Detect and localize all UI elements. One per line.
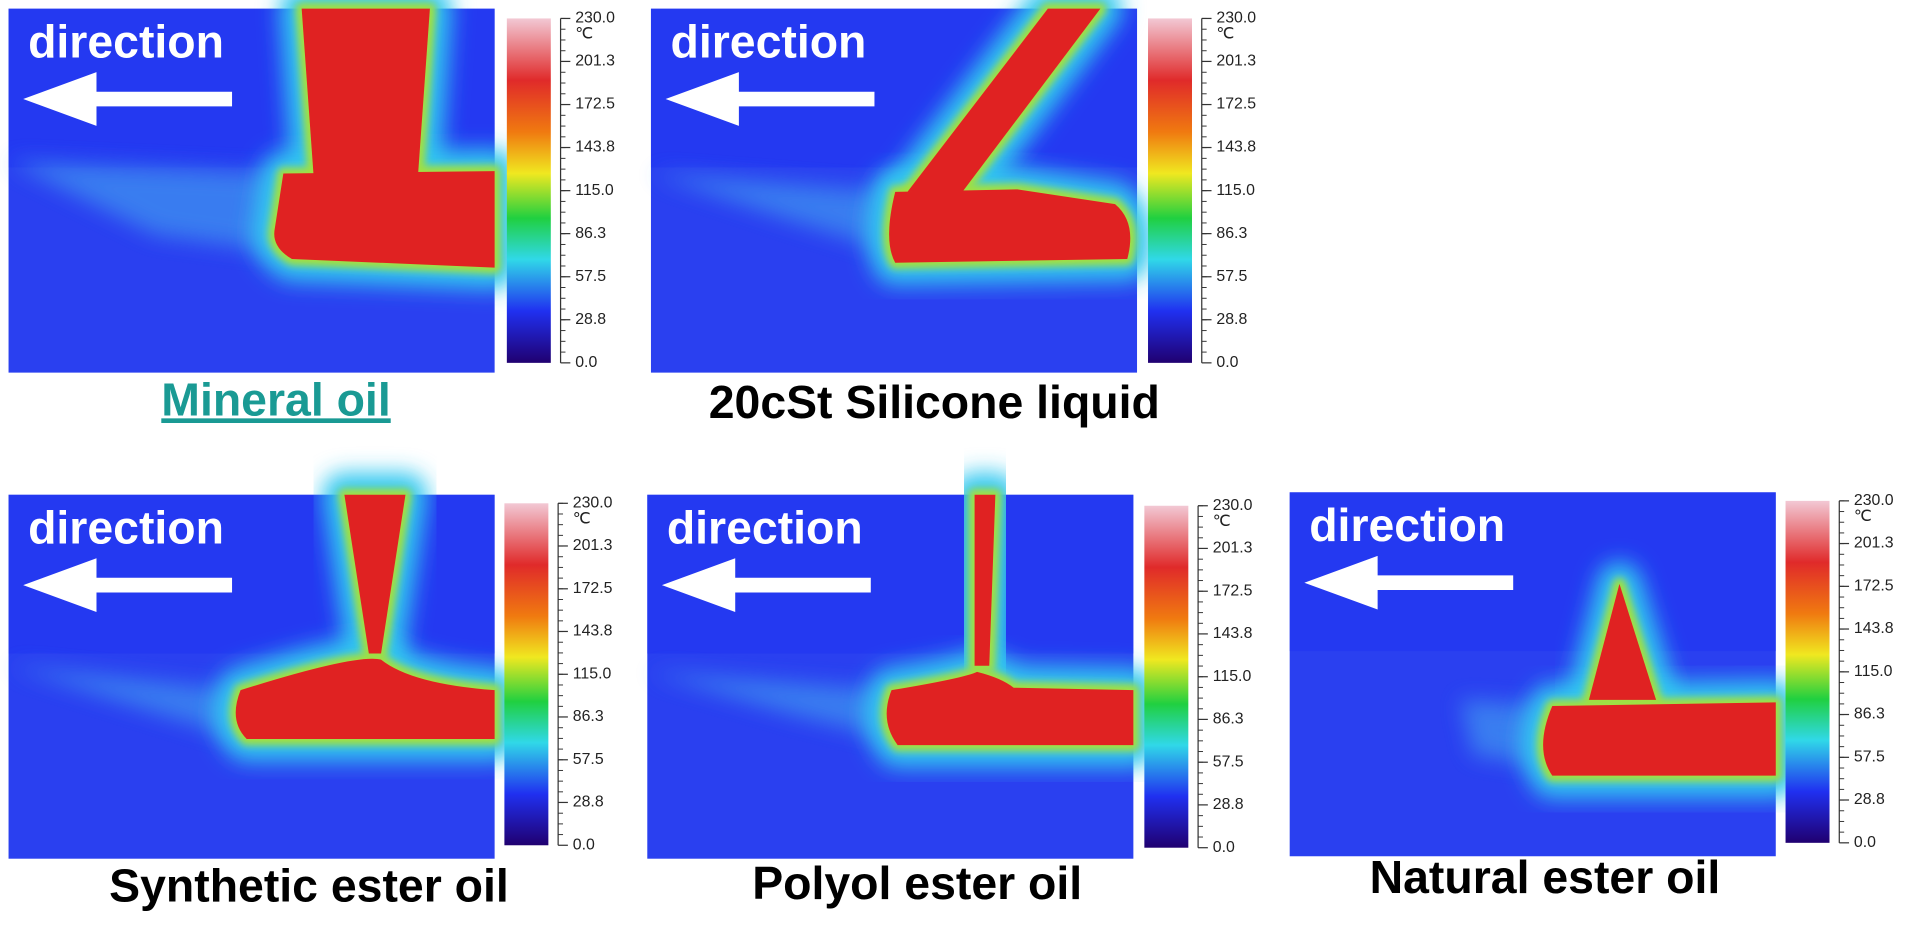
colorbar-tick-label: 28.8 [1854,791,1885,808]
colorbar-unit: ℃ [1216,26,1234,43]
panel-caption: Polyol ester oil [752,857,1082,909]
colorbar-unit: ℃ [1854,508,1872,525]
colorbar-tick-label: 143.8 [1216,139,1256,156]
image-group: direction [1290,492,1776,856]
colorbar-tick-label: 201.3 [575,53,615,70]
colorbar-tick-label: 115.0 [1213,668,1252,685]
colorbar [507,18,551,362]
colorbar-tick-label: 172.5 [1213,582,1253,599]
colorbar-tick-label: 201.3 [573,537,613,554]
colorbar-tick-label: 172.5 [573,580,613,597]
colorbar-tick-label: 172.5 [575,96,615,113]
colorbar-tick-label: 0.0 [573,836,595,853]
colorbar-tick-label: 143.8 [1854,620,1894,637]
colorbar-tick-label: 86.3 [575,225,606,242]
colorbar-tick-label: 230.0 [1854,492,1894,509]
thermal-panel: direction 230.0 201.3 172.5 143.8 115.0 86.3 57… [9,494,613,911]
colorbar-tick-label: 230.0 [573,494,613,511]
colorbar [1144,506,1188,848]
colorbar-tick-label: 0.0 [1213,839,1235,856]
direction-label: direction [667,502,863,554]
colorbar-tick-label: 28.8 [1216,311,1247,328]
colorbar-tick-label: 57.5 [1216,268,1247,285]
colorbar-tick-label: 57.5 [573,751,604,768]
colorbar-tick-label: 0.0 [1216,354,1238,371]
panel-caption[interactable]: Mineral oil [161,373,390,425]
colorbar-tick-label: 201.3 [1216,53,1256,70]
colorbar-tick-label: 0.0 [1854,834,1876,851]
page: direction 230.0 201.3 172.5 143.8 115.0 86.3 57… [0,0,1915,926]
image-group: direction [651,9,1137,373]
colorbar-tick-label: 28.8 [1213,796,1244,813]
colorbar-tick-label: 86.3 [1216,225,1247,242]
colorbar-tick-label: 57.5 [575,268,606,285]
panel-caption: 20cSt Silicone liquid [709,376,1160,428]
direction-label: direction [670,16,866,68]
colorbar-tick-label: 230.0 [1213,497,1253,514]
colorbar-tick-label: 86.3 [1854,706,1885,723]
colorbar-unit: ℃ [573,510,591,527]
direction-label: direction [28,16,224,68]
colorbar-tick-label: 115.0 [575,182,614,199]
direction-label: direction [28,502,224,554]
colorbar [1786,501,1830,843]
colorbar-tick-label: 86.3 [573,708,604,725]
direction-label: direction [1309,499,1505,551]
heat-core [1543,702,1776,775]
colorbar-tick-label: 28.8 [573,794,604,811]
colorbar-unit: ℃ [575,26,593,43]
colorbar-tick-label: 57.5 [1213,753,1244,770]
heat-core [302,9,430,180]
colorbar-tick-label: 172.5 [1216,96,1256,113]
colorbar-tick-label: 115.0 [573,665,612,682]
colorbar-tick-label: 143.8 [1213,625,1253,642]
colorbar-tick-label: 201.3 [1213,540,1253,557]
colorbar [1148,18,1192,362]
image-group: direction [9,495,495,859]
colorbar-tick-label: 86.3 [1213,711,1244,728]
colorbar-tick-label: 230.0 [575,10,615,27]
thermal-panel: direction 230.0 201.3 172.5 143.8 115.0 86.3 57… [9,9,616,426]
thermal-panel: direction 230.0 201.3 172.5 143.8 115.0 86.3 57… [1290,492,1894,903]
colorbar-tick-label: 143.8 [573,623,613,640]
panel-caption: Synthetic ester oil [109,859,509,911]
colorbar-unit: ℃ [1213,513,1231,530]
image-group: direction [647,495,1133,859]
colorbar-tick-label: 0.0 [575,354,597,371]
heat-core [274,171,494,267]
colorbar-tick-label: 201.3 [1854,535,1894,552]
thermal-panel: direction 230.0 201.3 172.5 143.8 115.0 86.3 57… [651,9,1256,428]
panel-caption: Natural ester oil [1370,851,1721,903]
figure: direction 230.0 201.3 172.5 143.8 115.0 86.3 57… [0,0,1915,926]
colorbar [504,503,548,845]
colorbar-tick-label: 230.0 [1216,10,1256,27]
image-group: direction [9,9,495,373]
colorbar-tick-label: 28.8 [575,311,606,328]
colorbar-tick-label: 57.5 [1854,749,1885,766]
colorbar-tick-label: 172.5 [1854,578,1894,595]
colorbar-tick-label: 143.8 [575,139,615,156]
colorbar-tick-label: 115.0 [1854,663,1893,680]
thermal-panel: direction 230.0 201.3 172.5 143.8 115.0 86.3 57… [647,495,1252,909]
colorbar-tick-label: 115.0 [1216,182,1255,199]
